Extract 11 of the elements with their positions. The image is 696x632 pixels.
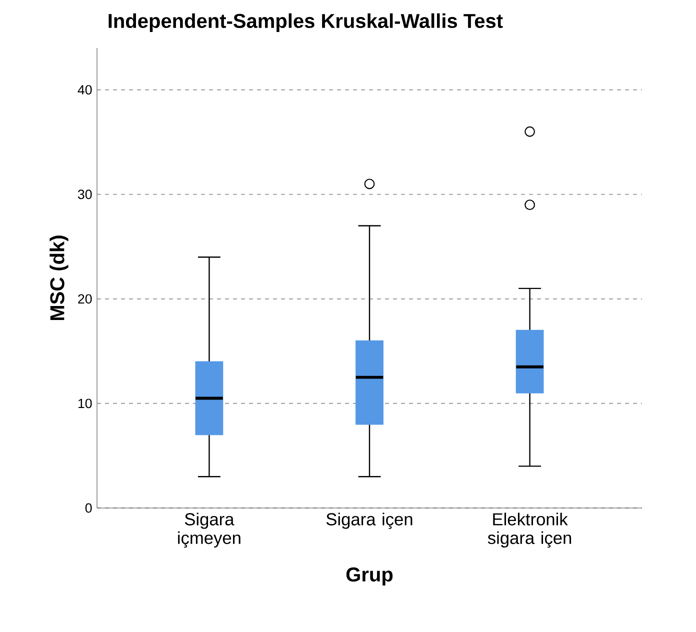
y-tick-label: 10 <box>78 398 92 408</box>
x-axis-title: Grup <box>346 567 393 586</box>
x-tick-label: Sigara içen <box>326 512 412 529</box>
x-tick-label: Elektronik sigara içen <box>488 512 572 548</box>
y-axis-title: MSC (dk) <box>50 236 68 320</box>
y-tick-label: 0 <box>85 503 92 513</box>
y-tick-label: 20 <box>78 294 92 304</box>
y-tick-label: 30 <box>78 190 92 200</box>
x-tick-label: Sigara içmeyen <box>178 512 240 548</box>
y-tick-label: 40 <box>78 85 92 95</box>
chart-title: Independent-Samples Kruskal-Wallis Test <box>108 13 503 32</box>
